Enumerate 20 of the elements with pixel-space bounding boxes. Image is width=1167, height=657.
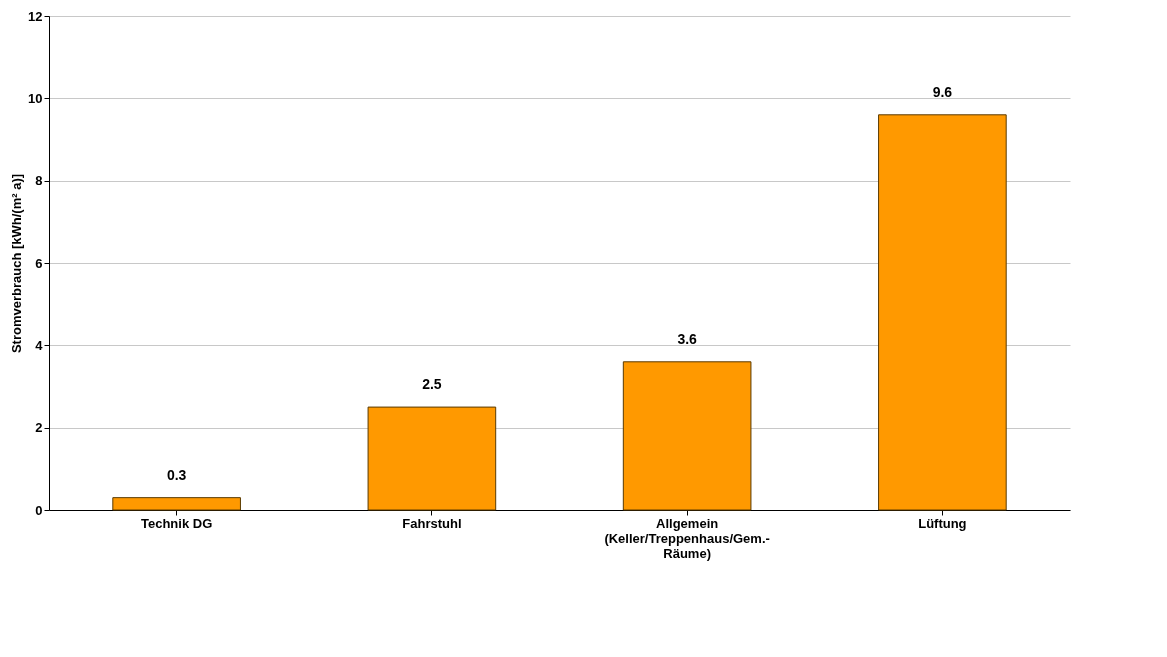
- data-label: 9.6: [932, 83, 953, 100]
- y-tick-label: 8: [35, 173, 43, 189]
- y-axis-title: Stromverbrauch [kWh/(m² a)]: [9, 173, 25, 354]
- y-tick-label: 4: [35, 337, 44, 353]
- y-tick-label: 12: [28, 8, 43, 24]
- y-tick-label: 6: [35, 255, 43, 271]
- data-label: 0.3: [166, 466, 187, 483]
- bar: [112, 497, 241, 511]
- x-tick-label: Technik DG: [140, 515, 213, 531]
- bar: [622, 361, 752, 511]
- data-label: 3.6: [677, 330, 698, 347]
- bar: [367, 406, 497, 511]
- x-tick-label: Fahrstuhl: [402, 515, 462, 531]
- y-tick-label: 10: [28, 90, 43, 106]
- y-tick-label: 2: [35, 420, 43, 436]
- x-tick-label: Allgemein (Keller/Treppenhaus/Gem.- Räume): [604, 515, 770, 561]
- bar: [878, 114, 1007, 511]
- x-tick-label: Lüftung: [918, 515, 967, 531]
- y-tick-label: 0: [35, 502, 43, 518]
- data-label: 2.5: [422, 376, 442, 393]
